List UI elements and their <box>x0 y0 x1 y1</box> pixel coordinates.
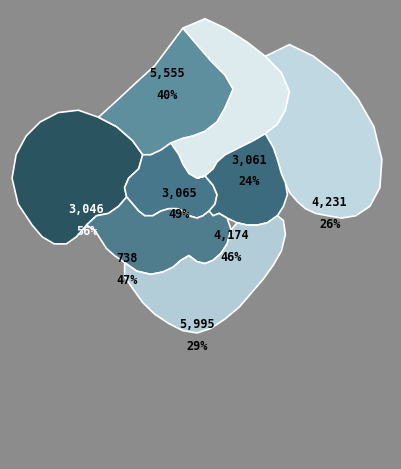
Text: 46%: 46% <box>220 250 241 264</box>
Text: 29%: 29% <box>186 340 207 353</box>
Text: 49%: 49% <box>168 208 189 221</box>
Polygon shape <box>124 143 217 218</box>
Text: 3,046: 3,046 <box>69 203 104 216</box>
Polygon shape <box>86 197 231 274</box>
Text: 3,061: 3,061 <box>231 154 266 167</box>
Polygon shape <box>98 28 233 155</box>
Text: 47%: 47% <box>115 274 137 287</box>
Text: 24%: 24% <box>238 175 259 189</box>
Text: 738: 738 <box>115 252 137 265</box>
Text: 5,555: 5,555 <box>149 67 184 80</box>
Polygon shape <box>170 19 289 178</box>
Polygon shape <box>196 134 287 225</box>
Polygon shape <box>265 45 381 218</box>
Text: 4,174: 4,174 <box>213 229 248 242</box>
Text: 56%: 56% <box>75 225 97 238</box>
Polygon shape <box>124 216 285 333</box>
Text: 3,065: 3,065 <box>161 187 196 200</box>
Text: 40%: 40% <box>156 89 177 102</box>
Polygon shape <box>12 110 142 244</box>
Text: 5,995: 5,995 <box>179 318 214 331</box>
Text: 4,231: 4,231 <box>311 196 346 209</box>
Text: 26%: 26% <box>318 218 340 231</box>
